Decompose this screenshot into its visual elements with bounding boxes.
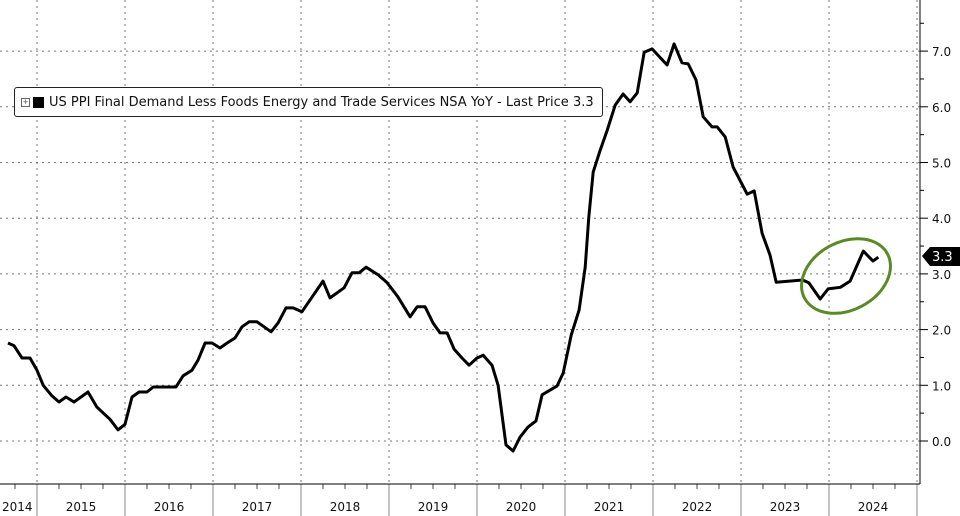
y-tick-label: 0.0 xyxy=(932,435,951,449)
series-line xyxy=(7,42,880,453)
x-tick-label: 2019 xyxy=(418,500,449,514)
y-tick-label: 4.0 xyxy=(932,212,951,226)
y-tick-label: 1.0 xyxy=(932,379,951,393)
grid xyxy=(0,0,920,484)
x-tick-label: 2021 xyxy=(594,500,625,514)
series-swatch xyxy=(33,96,44,108)
expand-icon[interactable]: + xyxy=(21,97,30,107)
x-tick-label: 2024 xyxy=(858,500,889,514)
x-tick-label: 2016 xyxy=(154,500,185,514)
legend-entry: US PPI Final Demand Less Foods Energy an… xyxy=(49,94,594,110)
last-price-badge: 3.3 xyxy=(922,247,960,266)
tick-labels: 0.0 1.0 2.0 3.0 4.0 5.0 6.0 7.0 2014 2015 2016 2017… xyxy=(2,45,951,514)
x-tick-label: 2020 xyxy=(506,500,537,514)
x-tick-label: 2017 xyxy=(242,500,273,514)
last-price-label: 3.3 xyxy=(932,250,953,265)
x-tick-label: 2023 xyxy=(770,500,801,514)
x-tick-label: 2022 xyxy=(682,500,713,514)
y-tick-label: 5.0 xyxy=(932,157,951,171)
legend[interactable]: + US PPI Final Demand Less Foods Energy … xyxy=(14,87,603,117)
y-tick-label: 7.0 xyxy=(932,45,951,59)
highlight-ellipse xyxy=(800,237,892,315)
y-tick-label: 6.0 xyxy=(932,101,951,115)
x-tick-label: 2015 xyxy=(66,500,97,514)
y-tick-label: 3.0 xyxy=(932,268,951,282)
y-tick-label: 2.0 xyxy=(932,324,951,338)
x-tick-label: 2014 xyxy=(2,500,33,514)
x-tick-label: 2018 xyxy=(330,500,361,514)
axes xyxy=(0,0,928,516)
